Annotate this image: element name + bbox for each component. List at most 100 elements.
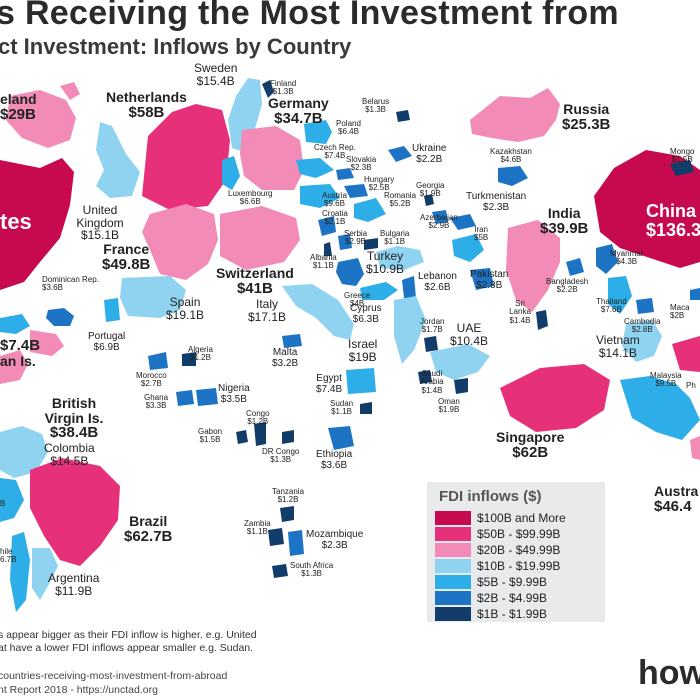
label-luxembourg: Luxembourg $6.6B xyxy=(228,189,273,207)
australia-shape xyxy=(690,436,700,460)
legend-label: $20B - $49.99B xyxy=(477,542,561,557)
china-shape xyxy=(594,150,700,268)
cambodia-shape xyxy=(636,298,654,314)
label-southafrica: South Africa $1.3B xyxy=(290,561,334,579)
legend-item: $20B - $49.99B xyxy=(435,542,560,557)
legend-title: FDI inflows ($) xyxy=(439,488,542,505)
spain-shape xyxy=(120,276,186,318)
algeria-shape xyxy=(182,352,196,366)
label-poland: Poland $6.4B xyxy=(336,119,361,137)
mongolia-shape xyxy=(670,160,694,176)
azerbaijan-shape xyxy=(432,210,448,224)
legend-label: $2B - $4.99B xyxy=(477,590,548,605)
label-russia: Russia $25.3B xyxy=(562,101,611,133)
legend: FDI inflows ($) $100B and More $50B - $9… xyxy=(427,482,605,622)
thailand-shape xyxy=(608,276,632,314)
label-greece: Greece $4B xyxy=(344,291,371,309)
gabon-shape xyxy=(236,430,248,444)
footnote-line-1: s appear bigger as their FDI inflow is h… xyxy=(0,629,257,641)
label-ireland: eland $29B xyxy=(0,91,37,123)
label-malta: Malta $3.2B xyxy=(272,347,299,369)
vietnam-shape xyxy=(622,320,662,362)
legend-label: $100B and More xyxy=(477,510,566,525)
label-switzerland: Switzerland $41B xyxy=(216,265,294,297)
label-serbia: Serbia $2.9B xyxy=(344,229,368,247)
label-mongolia: Mongo $1.5B xyxy=(670,147,695,165)
label-mozambique: Mozambique $2.3B xyxy=(306,529,364,551)
legend-item: $2B - $4.99B xyxy=(435,590,547,605)
bulgaria-shape xyxy=(364,238,378,250)
label-azerbaijan: Azerbaijan $2.9B xyxy=(420,213,458,231)
label-jordan: Jordan $1.7B xyxy=(420,317,445,335)
morocco-shape xyxy=(148,352,168,370)
colombia-shape xyxy=(0,426,48,478)
saudi-shape xyxy=(418,370,432,384)
label-congo: Congo $1.2B xyxy=(246,409,270,427)
label-portugal: Portugal $6.9B xyxy=(88,331,126,353)
dominican-shape xyxy=(46,308,74,326)
czech-shape xyxy=(296,158,334,178)
label-saudi: Saudi Arabia $1.4B xyxy=(420,369,444,395)
label-drcongo: DR Congo $1.3B xyxy=(262,447,300,465)
sweden-shape xyxy=(228,78,262,152)
label-thailand: Thailand $7.6B xyxy=(596,297,627,315)
label-zambia: Zambia $1.1B xyxy=(244,519,271,537)
label-uae: UAE $10.4B xyxy=(450,321,489,348)
france-shape xyxy=(142,204,218,280)
label-romania: Romania $5.2B xyxy=(384,191,417,209)
singapore-shape xyxy=(500,364,610,432)
label-vietnam: Vietnam $14.1B xyxy=(596,333,640,360)
germany-shape xyxy=(240,126,304,190)
bvi-shape xyxy=(30,330,64,356)
uk-shape xyxy=(96,122,140,198)
legend-swatch xyxy=(435,510,471,525)
croatia-shape xyxy=(318,216,336,236)
label-turkmenistan: Turkmenistan $2.3B xyxy=(466,191,527,213)
label-morocco: Morocco $2.7B xyxy=(136,371,167,389)
label-ethiopia: Ethiopia $3.6B xyxy=(316,449,353,471)
congo-shape xyxy=(254,422,266,446)
label-colombia: Colombia $14.5B xyxy=(44,441,95,468)
ukraine-shape xyxy=(388,146,412,162)
serbia-shape xyxy=(338,234,352,250)
malaysia-shape xyxy=(620,376,700,440)
legend-item: $100B and More xyxy=(435,510,566,525)
brazil-shape xyxy=(30,458,120,566)
label-spain: Spain $19.1B xyxy=(166,295,205,322)
label-oman: Oman $1.9B xyxy=(438,397,460,415)
ireland-shape xyxy=(6,90,76,148)
label-philippines: Ph xyxy=(686,381,696,390)
luxembourg-shape xyxy=(222,156,240,190)
belarus-shape xyxy=(396,110,410,122)
label-egypt: Egypt $7.4B xyxy=(316,373,343,395)
pakistan-shape xyxy=(470,268,494,290)
label-ghana: Ghana $3.3B xyxy=(144,393,169,411)
source-line-1: countries-receiving-most-investment-from… xyxy=(0,670,228,682)
jordan-shape xyxy=(424,336,438,352)
hungary-shape xyxy=(344,184,368,198)
label-cambodia: Cambodia $2.8B xyxy=(624,317,661,335)
cyprus-shape xyxy=(360,282,398,300)
label-albania: Albania $1.1B xyxy=(310,253,337,271)
label-myanmar: Myanmar $4.3B xyxy=(610,249,644,267)
romania-shape xyxy=(354,198,386,222)
legend-label: $5B - $9.99B xyxy=(477,574,548,589)
label-kazakhstan: Kazakhstan $4.6B xyxy=(490,147,532,165)
label-gabon: Gabon $1.5B xyxy=(198,427,223,445)
label-uk: United Kingdom $15.1B xyxy=(76,203,124,243)
malta-shape xyxy=(282,334,302,348)
label-srilanka: Sri Lanka $1.4B xyxy=(509,299,531,325)
label-usa: tes xyxy=(0,209,32,234)
map-title: s Receiving the Most Investment from xyxy=(0,0,619,32)
tanzania-shape xyxy=(280,506,294,522)
label-austria: Austria $9.6B xyxy=(322,191,347,209)
label-bangladesh: Bangladesh $2.2B xyxy=(546,277,589,295)
label-bvi: British Virgin Is. $38.4B xyxy=(44,395,104,442)
drcongo-shape xyxy=(282,430,294,444)
greece-shape xyxy=(336,258,364,286)
label-croatia: Croatia $2.1B xyxy=(322,209,348,227)
oman-shape xyxy=(454,378,468,394)
iran-shape xyxy=(452,234,484,262)
zambia-shape xyxy=(268,528,284,546)
brand-logo: how xyxy=(638,654,700,692)
